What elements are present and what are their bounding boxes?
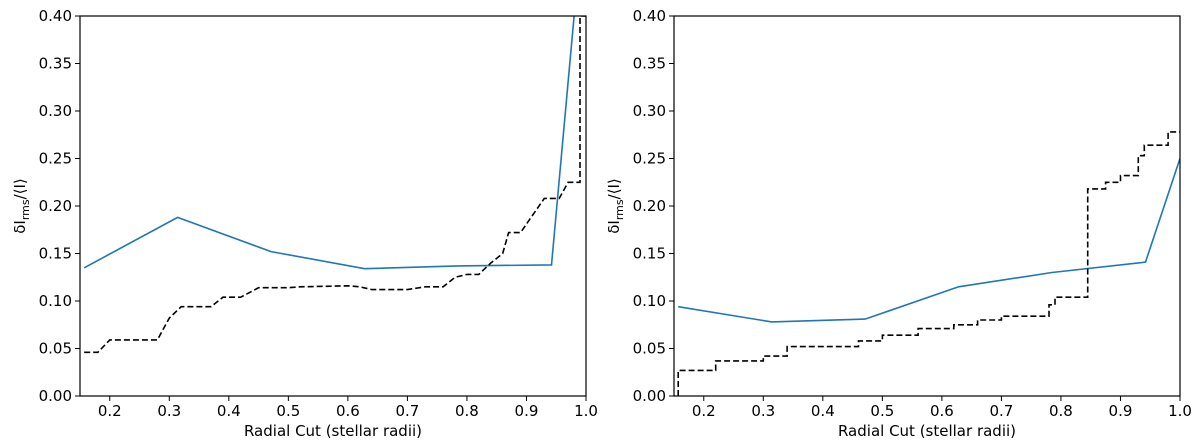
x-tick-label: 0.3 xyxy=(157,402,181,420)
x-tick-label: 0.6 xyxy=(336,402,360,420)
y-tick-label: 0.40 xyxy=(39,7,72,25)
x-tick-label: 1.0 xyxy=(1168,402,1192,420)
y-tick-label: 0.30 xyxy=(39,102,72,120)
axes-frame-1 xyxy=(79,15,587,397)
x-tick-label: 0.9 xyxy=(515,402,539,420)
y-tick-label: 0.35 xyxy=(633,55,666,73)
chart-panel-1: 0.2 0.3 0.4 0.5 0.6 0.7 0.8 0.9 1.0 0.00 0.05 0.10 0… xyxy=(11,7,598,440)
x-tick-label: 0.7 xyxy=(395,402,419,420)
y-tick-label: 0.35 xyxy=(39,55,72,73)
x-tick-label: 0.3 xyxy=(751,402,775,420)
y-axis-label: δIrms/⟨I⟩ xyxy=(11,178,32,234)
x-tick-label: 0.2 xyxy=(692,402,716,420)
x-tick-label: 0.5 xyxy=(276,402,300,420)
x-tick-label: 0.4 xyxy=(217,402,241,420)
x-tick-label: 0.4 xyxy=(811,402,835,420)
dashed-series-line-2 xyxy=(677,131,1180,396)
axes-frame-2 xyxy=(673,15,1181,397)
x-axis-label: Radial Cut (stellar radii) xyxy=(244,422,422,440)
dashed-series-line-1 xyxy=(84,16,586,354)
solid-series-line-2 xyxy=(678,158,1180,323)
y-tick-label: 0.20 xyxy=(39,197,72,215)
x-tick-label: 0.5 xyxy=(870,402,894,420)
y-tick-label: 0.15 xyxy=(633,245,666,263)
y-tick-label: 0.05 xyxy=(39,340,72,358)
x-tick-label: 0.6 xyxy=(930,402,954,420)
y-tick-label: 0.20 xyxy=(633,197,666,215)
y-axis-label: δIrms/⟨I⟩ xyxy=(605,178,626,234)
y-tick-label: 0.30 xyxy=(633,102,666,120)
x-tick-label: 0.7 xyxy=(989,402,1013,420)
y-tick-label: 0.40 xyxy=(633,7,666,25)
x-tick-label: 0.8 xyxy=(1049,402,1073,420)
y-tick-label: 0.25 xyxy=(633,150,666,168)
x-tick-label: 0.9 xyxy=(1109,402,1133,420)
y-tick-label: 0.10 xyxy=(633,292,666,310)
y-tick-label: 0.00 xyxy=(633,387,666,405)
x-tick-label: 0.8 xyxy=(455,402,479,420)
y-tick-label: 0.25 xyxy=(39,150,72,168)
solid-series-line-1 xyxy=(83,16,575,270)
y-tick-label: 0.15 xyxy=(39,245,72,263)
y-tick-label: 0.10 xyxy=(39,292,72,310)
chart-panel-2: 0.2 0.3 0.4 0.5 0.6 0.7 0.8 0.9 1.0 0.00 0.05 0.10 0… xyxy=(605,7,1192,440)
y-tick-label: 0.05 xyxy=(633,340,666,358)
y-tick-label: 0.00 xyxy=(39,387,72,405)
x-tick-label: 1.0 xyxy=(574,402,598,420)
x-tick-label: 0.2 xyxy=(98,402,122,420)
x-axis-label: Radial Cut (stellar radii) xyxy=(838,422,1016,440)
